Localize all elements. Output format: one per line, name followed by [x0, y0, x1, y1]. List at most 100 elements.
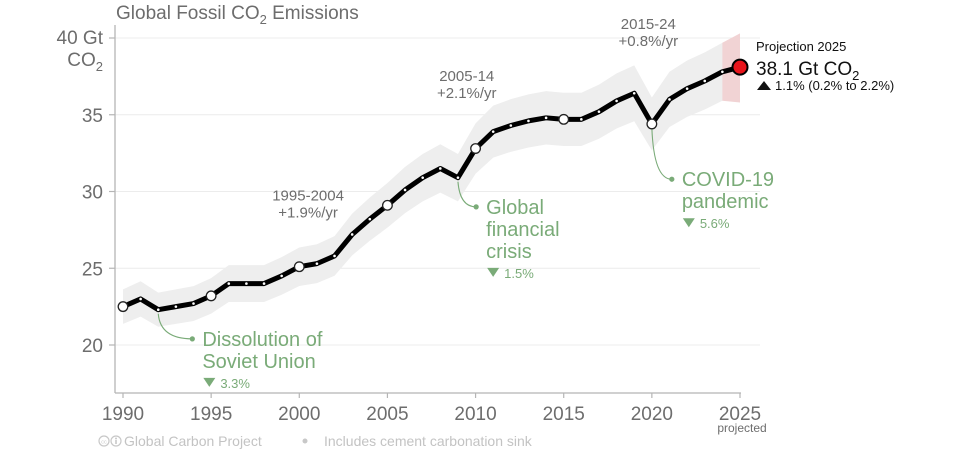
- data-point: [456, 176, 460, 179]
- data-point: [439, 167, 442, 170]
- data-point: [491, 130, 495, 133]
- event-label: financial: [486, 219, 559, 241]
- period-rate-label: +1.9%/yr: [278, 205, 338, 222]
- event-label: crisis: [486, 241, 532, 263]
- event-leader-line: [651, 127, 672, 180]
- data-point: [597, 110, 601, 113]
- data-point-highlight: [558, 113, 570, 125]
- data-point: [368, 217, 372, 221]
- y-tick-label: 30: [82, 183, 103, 204]
- data-point: [615, 99, 618, 103]
- data-point: [403, 188, 407, 192]
- x-tick-label: 1995: [190, 404, 232, 425]
- data-point: [192, 302, 195, 305]
- bullet-icon: [302, 438, 308, 444]
- chart-title: Global Fossil CO2 Emissions: [116, 3, 359, 27]
- event-label: Dissolution of: [202, 329, 323, 351]
- axes: [114, 25, 741, 394]
- y-tick-label: 20: [82, 336, 103, 357]
- x-tick-label: 1990: [102, 404, 144, 425]
- data-point: [685, 87, 689, 90]
- data-point: [544, 116, 548, 120]
- data-point: [703, 79, 707, 83]
- data-point: [668, 98, 671, 101]
- emissions-line: [120, 64, 743, 313]
- x-projected-label: projected: [717, 421, 766, 435]
- uncertainty-band-area: [123, 37, 740, 327]
- projection-value: 38.1 Gt CO2: [756, 59, 859, 83]
- y-axis-unit-line1: 40 Gt: [57, 28, 104, 49]
- data-point-highlight: [117, 301, 129, 313]
- event-leaders: [157, 127, 675, 342]
- event-leader-dot: [473, 204, 479, 210]
- data-point: [156, 308, 160, 311]
- event-label: COVID-19: [682, 169, 774, 191]
- projection-point: [731, 58, 749, 76]
- data-point: [527, 119, 530, 123]
- data-point-highlight: [293, 261, 305, 273]
- event-leader-dot: [669, 176, 675, 182]
- footer: cc Global Carbon Project Includes cement…: [98, 433, 533, 449]
- event-label: Soviet Union: [202, 351, 315, 373]
- period-rate-label: +0.8%/yr: [619, 33, 679, 50]
- x-tick-label: 2000: [278, 404, 320, 425]
- event-label: Global: [486, 197, 544, 219]
- period-range-label: 2005-14: [439, 68, 494, 85]
- emissions-series-line: [120, 64, 743, 313]
- x-tick-label: 2015: [543, 404, 585, 425]
- x-tick-label: 2025: [719, 404, 761, 425]
- period-range-label: 2015-24: [621, 16, 676, 33]
- event-drop-percent: 1.5%: [504, 266, 534, 281]
- svg-text:cc: cc: [101, 440, 107, 446]
- projection-annotation: Projection 2025 38.1 Gt CO2 1.1% (0.2% t…: [756, 39, 894, 93]
- uncertainty-band: [123, 33, 740, 327]
- period-rate-label: +2.1%/yr: [437, 85, 497, 102]
- data-point-highlight: [381, 199, 393, 211]
- x-tick-label: 2020: [631, 404, 673, 425]
- data-point: [227, 282, 231, 285]
- y-tick-label: 25: [82, 259, 103, 280]
- data-point: [245, 282, 248, 285]
- event-drop-percent: 3.3%: [220, 376, 250, 391]
- event-label: pandemic: [682, 191, 769, 213]
- triangle-down-icon: [487, 267, 500, 277]
- data-point-highlight: [646, 118, 658, 130]
- period-range-label: 1995-2004: [272, 188, 344, 205]
- data-points: [117, 58, 749, 313]
- period-growth-annotations: 1995-2004+1.9%/yr 2005-14+2.1%/yr 2015-24+…: [272, 16, 678, 222]
- triangle-down-icon: [203, 377, 216, 387]
- y-tick-labels: 35 30 25 20: [82, 106, 103, 357]
- data-point: [509, 124, 513, 127]
- data-point: [315, 262, 319, 265]
- data-point: [262, 282, 266, 285]
- event-leader-dot: [189, 336, 195, 342]
- y-axis-unit-line2: CO2: [67, 50, 103, 74]
- triangle-up-icon: [757, 81, 771, 90]
- x-tick-label: 2010: [454, 404, 496, 425]
- footer-source: Global Carbon Project: [124, 433, 262, 449]
- x-tick-labels: 1990 1995 2000 2005 2010 2015 2020 2025: [102, 404, 761, 425]
- data-point: [333, 254, 336, 258]
- data-point: [580, 118, 583, 121]
- data-point: [280, 274, 283, 278]
- axis-ticks: [109, 37, 741, 398]
- data-point: [632, 91, 636, 95]
- projection-change: 1.1% (0.2% to 2.2%): [775, 78, 894, 93]
- event-leader-line: [157, 313, 193, 340]
- event-drop-percent: 5.6%: [700, 216, 730, 231]
- y-tick-label: 35: [82, 106, 103, 127]
- x-tick-label: 2005: [366, 404, 408, 425]
- projection-heading: Projection 2025: [756, 39, 846, 54]
- data-point: [139, 297, 142, 301]
- data-point-highlight: [470, 143, 482, 154]
- data-point: [721, 70, 724, 74]
- data-point: [421, 176, 424, 179]
- footer-note: Includes cement carbonation sink: [324, 433, 533, 449]
- triangle-down-icon: [682, 218, 695, 228]
- data-point: [350, 233, 354, 236]
- data-point: [174, 305, 178, 308]
- cc-by-icon: cc: [98, 435, 122, 447]
- data-point-highlight: [205, 290, 217, 302]
